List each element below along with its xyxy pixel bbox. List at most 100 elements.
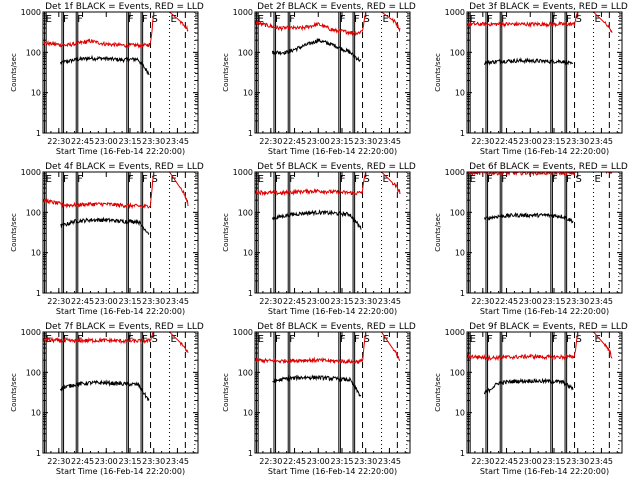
marker-label: E: [171, 174, 177, 185]
marker-label: F: [63, 174, 69, 185]
marker-label: F: [340, 334, 346, 345]
marker-label: E: [383, 174, 389, 185]
y-tick-label: 1: [36, 289, 41, 298]
marker-label: E: [258, 14, 264, 25]
y-tick-label: 10: [243, 89, 253, 98]
x-axis-label: Start Time (16-Feb-14 22:20:00): [56, 467, 185, 476]
x-tick-label: 23:45: [590, 137, 613, 146]
x-tick-label: 23:00: [307, 297, 330, 306]
plot-frame: [466, 11, 623, 134]
lld-series-line: [43, 12, 189, 49]
marker-label: F: [487, 174, 493, 185]
lld-series-line: [255, 172, 401, 197]
x-tick-label: 23:30: [142, 297, 165, 306]
marker-label: F: [552, 334, 558, 345]
x-tick-label: 22:30: [471, 297, 494, 306]
y-axis-label: Counts/sec: [434, 373, 442, 412]
x-tick-label: 23:15: [330, 457, 353, 466]
x-tick-label: 23:15: [542, 137, 565, 146]
y-tick-label: 100: [26, 208, 41, 217]
plot-frame: [254, 331, 411, 454]
x-tick-label: 22:45: [71, 297, 94, 306]
panel-det-1: Det 1f BLACK = Events, RED = LLD Counts/s…: [10, 2, 204, 156]
marker-label: S: [152, 14, 158, 25]
y-tick-label: 10: [455, 409, 465, 418]
marker-label: E: [470, 174, 476, 185]
y-tick-label: 100: [450, 368, 465, 377]
x-tick-label: 23:45: [166, 457, 189, 466]
marker-label: F: [552, 174, 558, 185]
x-tick-label: 22:30: [259, 457, 282, 466]
plot-frame: [42, 331, 199, 454]
x-tick-label: 22:45: [495, 137, 518, 146]
marker-label: F: [340, 14, 346, 25]
x-tick-label: 23:15: [542, 457, 565, 466]
y-tick-label: 1000: [445, 168, 465, 177]
panel-det-8: Det 8f BLACK = Events, RED = LLD Counts/s…: [222, 322, 416, 476]
x-tick-label: 23:15: [118, 297, 141, 306]
y-tick-label: 1: [248, 289, 253, 298]
x-tick-label: 23:00: [307, 457, 330, 466]
y-tick-label: 10: [31, 409, 41, 418]
panel-title: Det 2f BLACK = Events, RED = LLD: [257, 2, 416, 12]
plot-frame: [254, 171, 411, 294]
x-tick-label: 23:30: [566, 137, 589, 146]
marker-label: E: [470, 14, 476, 25]
panel-title: Det 5f BLACK = Events, RED = LLD: [257, 162, 416, 172]
x-axis-label: Start Time (16-Feb-14 22:20:00): [480, 307, 609, 316]
marker-label: E: [383, 334, 389, 345]
marker-label: F: [501, 334, 507, 345]
panel-det-4: Det 4f BLACK = Events, RED = LLD Counts/s…: [10, 162, 204, 316]
panel-det-2: Det 2f BLACK = Events, RED = LLD Counts/s…: [222, 2, 416, 156]
marker-label: F: [289, 334, 295, 345]
marker-label: S: [152, 174, 158, 185]
x-tick-label: 23:45: [166, 137, 189, 146]
marker-label: S: [364, 14, 370, 25]
y-tick-label: 100: [26, 368, 41, 377]
marker-label: F: [289, 174, 295, 185]
x-tick-label: 22:45: [495, 297, 518, 306]
marker-label: E: [383, 14, 389, 25]
y-tick-label: 10: [455, 249, 465, 258]
events-series-line: [271, 37, 362, 63]
panel-det-6: Det 6f BLACK = Events, RED = LLD Counts/s…: [434, 162, 628, 316]
x-tick-label: 22:30: [259, 297, 282, 306]
x-axis-label: Start Time (16-Feb-14 22:20:00): [268, 467, 397, 476]
events-series-line: [59, 54, 150, 76]
x-tick-label: 23:30: [354, 137, 377, 146]
y-tick-label: 1000: [233, 8, 253, 17]
marker-label: E: [46, 14, 52, 25]
marker-label: F: [142, 174, 148, 185]
events-series-line: [483, 377, 574, 395]
y-axis-label: Counts/sec: [10, 53, 18, 92]
plot-frame: [466, 331, 623, 454]
lld-series-line: [255, 12, 401, 37]
marker-label: F: [552, 14, 558, 25]
x-tick-label: 22:45: [71, 137, 94, 146]
x-tick-label: 23:30: [354, 297, 377, 306]
marker-label: E: [595, 174, 601, 185]
marker-label: F: [566, 14, 572, 25]
y-tick-label: 10: [31, 89, 41, 98]
panel-title: Det 1f BLACK = Events, RED = LLD: [45, 2, 204, 12]
x-axis-label: Start Time (16-Feb-14 22:20:00): [268, 307, 397, 316]
y-tick-label: 1000: [233, 328, 253, 337]
marker-label: F: [128, 334, 134, 345]
marker-label: F: [275, 334, 281, 345]
y-tick-label: 1000: [445, 8, 465, 17]
y-axis-label: Counts/sec: [222, 373, 230, 412]
x-tick-label: 23:30: [354, 457, 377, 466]
marker-label: F: [77, 174, 83, 185]
panel-det-7: Det 7f BLACK = Events, RED = LLD Counts/s…: [10, 322, 204, 476]
y-tick-label: 10: [243, 249, 253, 258]
x-tick-label: 23:45: [166, 297, 189, 306]
x-axis-label: Start Time (16-Feb-14 22:20:00): [480, 467, 609, 476]
x-tick-label: 23:00: [519, 297, 542, 306]
events-series-line: [60, 216, 150, 236]
plot-frame: [254, 11, 411, 134]
marker-label: F: [487, 14, 493, 25]
x-tick-label: 23:00: [95, 137, 118, 146]
marker-label: S: [576, 14, 582, 25]
marker-label: S: [364, 174, 370, 185]
